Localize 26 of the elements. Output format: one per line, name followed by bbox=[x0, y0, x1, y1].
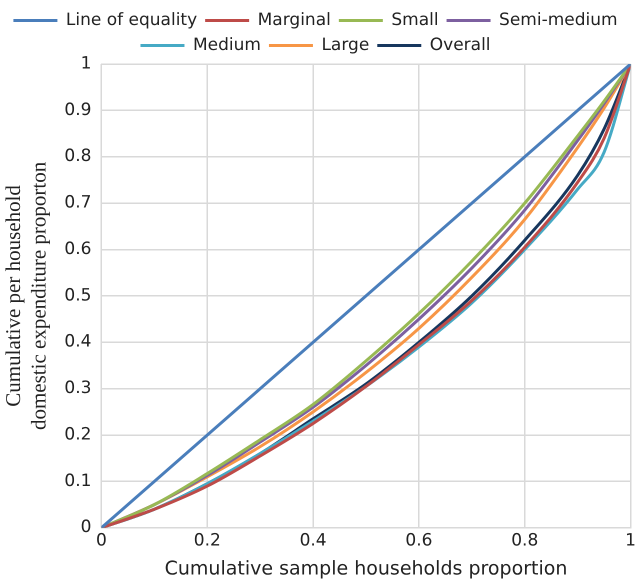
x-axis-title: Cumulative sample households proportion bbox=[164, 558, 568, 580]
legend-label: Large bbox=[321, 34, 370, 55]
y-tick-label: 0.1 bbox=[64, 470, 92, 491]
y-tick-label: 0.3 bbox=[64, 378, 92, 398]
x-tick-label: 0 bbox=[96, 530, 107, 550]
y-tick-label: 0.7 bbox=[64, 192, 92, 213]
legend-label: Medium bbox=[192, 34, 261, 55]
y-tick-label: 0.5 bbox=[64, 285, 92, 306]
x-tick-label: 0.6 bbox=[405, 530, 432, 550]
y-tick-label: 0 bbox=[80, 517, 92, 538]
y-tick-label: 0.4 bbox=[64, 332, 92, 352]
y-tick-label: 0.8 bbox=[64, 146, 92, 166]
y-tick-label: 1 bbox=[80, 53, 92, 74]
legend-label: Marginal bbox=[258, 10, 331, 30]
legend-label: Overall bbox=[430, 34, 491, 55]
x-tick-label: 1 bbox=[625, 530, 636, 550]
y-axis-title: Cumulative per household domestic expenditure proporton bbox=[1, 161, 50, 430]
x-tick-label: 0.8 bbox=[511, 530, 538, 550]
y-tick-label: 0.2 bbox=[64, 424, 92, 444]
y-tick-label: 0.9 bbox=[64, 100, 92, 120]
legend-label: Semi-medium bbox=[499, 10, 618, 30]
x-tick-label: 0.2 bbox=[194, 530, 221, 550]
legend-label: Line of equality bbox=[66, 10, 198, 30]
y-tick-label: 0.6 bbox=[64, 238, 92, 259]
legend-label: Small bbox=[391, 10, 439, 30]
x-tick-label: 0.4 bbox=[300, 530, 327, 550]
